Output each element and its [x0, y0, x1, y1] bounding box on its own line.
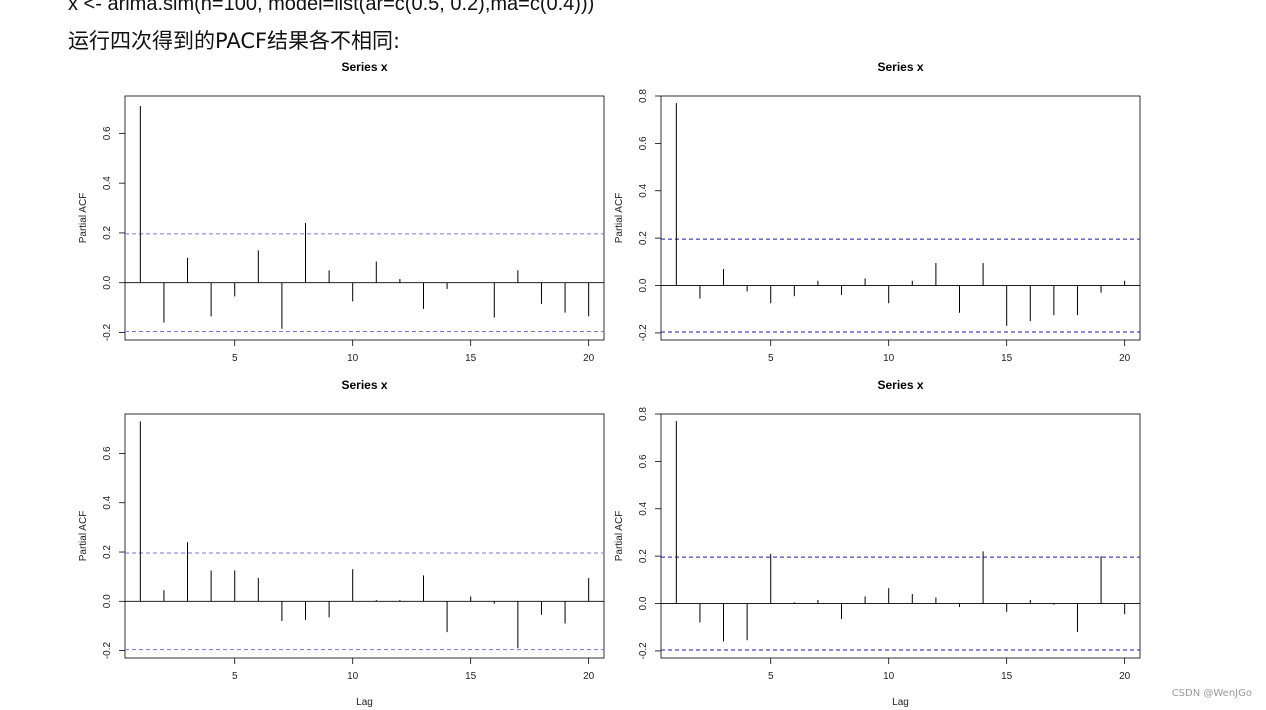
y-tick-label: 0.0 — [638, 596, 649, 610]
x-tick-label: 15 — [1001, 353, 1013, 364]
plot-frame — [124, 95, 605, 341]
x-tick-label: 10 — [883, 353, 895, 364]
plot-frame — [124, 413, 605, 659]
y-tick-label: 0.2 — [638, 549, 649, 563]
watermark: CSDN @WenJGo — [1171, 688, 1252, 699]
chart-title: Series x — [341, 378, 387, 392]
x-axis-label: Lag — [892, 697, 909, 708]
y-tick-label: -0.2 — [638, 324, 649, 342]
y-tick-label: 0.0 — [638, 278, 649, 292]
y-tick-label: 0.6 — [638, 454, 649, 468]
plot-frame — [660, 413, 1141, 659]
x-tick-label: 20 — [1119, 353, 1131, 364]
y-tick-label: -0.2 — [102, 323, 113, 341]
pacf-panel-3: Series x Partial ACF Lag -0.2 0.0 0.2 0.4 0.6 5 1… — [78, 378, 605, 708]
y-tick-label: 0.8 — [638, 89, 649, 103]
y-tick-label: 0.4 — [638, 501, 649, 515]
y-tick-label: 0.8 — [638, 407, 649, 421]
x-tick-label: 5 — [232, 671, 238, 682]
chart-title: Series x — [877, 60, 923, 74]
y-axis-label: Partial ACF — [78, 511, 89, 562]
x-tick-label: 10 — [347, 671, 359, 682]
x-tick-label: 20 — [583, 353, 595, 364]
y-tick-label: 0.0 — [102, 275, 113, 289]
pacf-panel-4: Series x Partial ACF Lag -0.2 0.0 0.2 0.4 0.6 0.… — [614, 378, 1141, 708]
y-axis-label: Partial ACF — [614, 511, 625, 562]
y-tick-label: 0.2 — [102, 226, 113, 240]
pacf-panel-1: Series x Partial ACF -0.2 0.0 0.2 0.4 0.6 5 10 15… — [78, 60, 605, 364]
y-tick-label: 0.4 — [102, 176, 113, 190]
y-tick-label: 0.4 — [102, 495, 113, 509]
y-tick-label: 0.0 — [102, 594, 113, 608]
plot-frame — [660, 95, 1141, 341]
y-tick-label: 0.6 — [638, 136, 649, 150]
x-tick-label: 10 — [883, 671, 895, 682]
x-tick-label: 5 — [768, 353, 774, 364]
x-tick-label: 20 — [1119, 671, 1131, 682]
y-tick-label: 0.2 — [102, 545, 113, 559]
chart-title: Series x — [877, 378, 923, 392]
chart-title: Series x — [341, 60, 387, 74]
x-tick-label: 15 — [465, 671, 477, 682]
pacf-panel-2: Series x Partial ACF -0.2 0.0 0.2 0.4 0.6 0.8 5 1… — [614, 60, 1141, 364]
y-tick-label: 0.6 — [102, 126, 113, 140]
x-tick-label: 15 — [1001, 671, 1013, 682]
y-tick-label: 0.2 — [638, 231, 649, 245]
note-line: 运行四次得到的PACF结果各不相同: — [68, 29, 401, 53]
x-axis-label: Lag — [356, 697, 373, 708]
y-tick-label: -0.2 — [102, 642, 113, 660]
x-tick-label: 5 — [768, 671, 774, 682]
y-tick-label: 0.6 — [102, 446, 113, 460]
x-tick-label: 15 — [465, 353, 477, 364]
x-tick-label: 20 — [583, 671, 595, 682]
x-tick-label: 10 — [347, 353, 359, 364]
code-line: x <- arima.sim(n=100, model=list(ar=c(0.… — [68, 0, 595, 15]
y-tick-label: 0.4 — [638, 183, 649, 197]
y-axis-label: Partial ACF — [614, 193, 625, 244]
y-axis-label: Partial ACF — [78, 193, 89, 244]
x-tick-label: 5 — [232, 353, 238, 364]
y-tick-label: -0.2 — [638, 642, 649, 660]
